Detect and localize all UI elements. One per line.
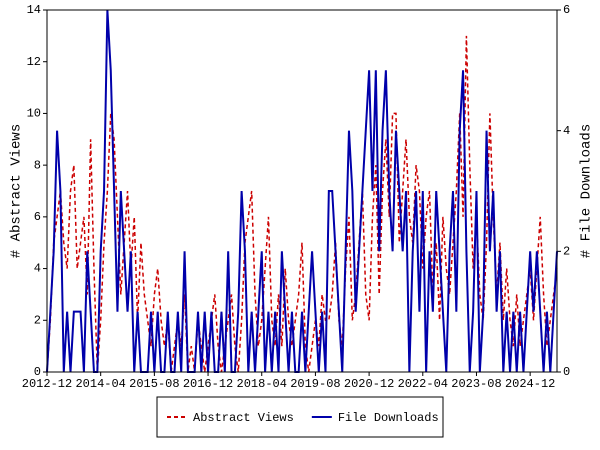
y-tick-label: 8 <box>34 158 41 172</box>
x-tick-label: 2024-12 <box>505 377 555 391</box>
x-tick-label: 2022-04 <box>398 377 448 391</box>
y-axis-title: # Abstract Views <box>9 124 25 258</box>
legend-label: Abstract Views <box>193 411 294 425</box>
y-tick-label: 14 <box>27 3 41 17</box>
legend: Abstract Views File Downloads <box>156 396 444 438</box>
y-tick-label: 4 <box>34 262 41 276</box>
legend-box <box>156 396 444 438</box>
y2-tick-label: 6 <box>563 3 570 17</box>
y2-tick-label: 4 <box>563 124 570 138</box>
x-tick-label: 2016-12 <box>183 377 233 391</box>
series-line <box>46 35 558 373</box>
y-tick-label: 2 <box>34 313 41 327</box>
y2-tick-label: 2 <box>563 245 570 259</box>
plot-frame <box>46 9 558 373</box>
x-tick-label: 2020-12 <box>344 377 394 391</box>
x-tick-label: 2015-08 <box>129 377 179 391</box>
y2-tick-label: 0 <box>563 365 570 379</box>
y2-axis-title: # File Downloads <box>579 124 595 258</box>
y-tick-label: 12 <box>27 55 41 69</box>
x-tick-label: 2012-12 <box>22 377 72 391</box>
x-tick-label: 2018-04 <box>237 377 287 391</box>
legend-label: File Downloads <box>338 411 439 425</box>
y-tick-label: 0 <box>34 365 41 379</box>
x-tick-label: 2023-08 <box>451 377 501 391</box>
y-tick-label: 6 <box>34 210 41 224</box>
series-line <box>46 9 558 373</box>
y-tick-label: 10 <box>27 107 41 121</box>
x-tick-label: 2019-08 <box>290 377 340 391</box>
x-tick-label: 2014-04 <box>75 377 125 391</box>
